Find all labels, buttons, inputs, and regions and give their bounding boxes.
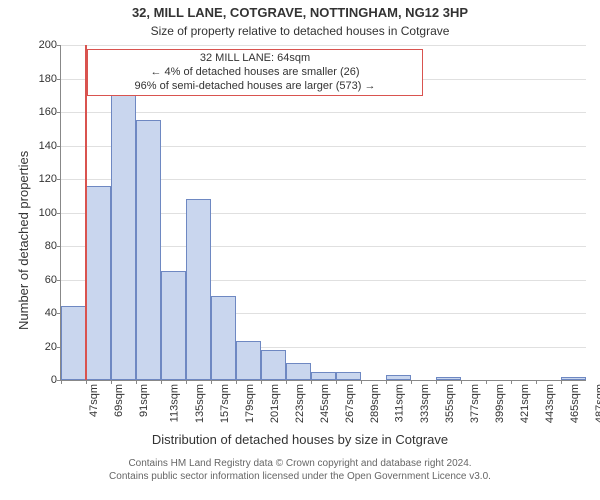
- x-tick-label: 267sqm: [344, 384, 356, 423]
- x-tick-mark: [336, 380, 337, 384]
- footer-line-2: Contains public sector information licen…: [109, 471, 491, 482]
- x-tick-label: 487sqm: [594, 384, 600, 423]
- y-tick-mark: [57, 179, 61, 180]
- histogram-bar: [86, 186, 111, 380]
- y-axis-label: Number of detached properties: [16, 151, 31, 330]
- y-tick-label: 60: [45, 274, 57, 286]
- histogram-bar: [561, 377, 586, 380]
- annotation-line-2: ← 4% of detached houses are smaller (26): [92, 66, 418, 80]
- x-tick-label: 245sqm: [319, 384, 331, 423]
- y-tick-label: 40: [45, 307, 57, 319]
- chart-footer: Contains HM Land Registry data © Crown c…: [0, 458, 600, 483]
- x-tick-mark: [361, 380, 362, 384]
- y-tick-mark: [57, 213, 61, 214]
- x-tick-mark: [386, 380, 387, 384]
- histogram-bar: [136, 120, 161, 380]
- histogram-bar: [211, 296, 236, 380]
- x-tick-mark: [436, 380, 437, 384]
- x-tick-mark: [536, 380, 537, 384]
- x-tick-mark: [486, 380, 487, 384]
- annotation-line-1: 32 MILL LANE: 64sqm: [92, 52, 418, 66]
- histogram-bar: [436, 377, 461, 380]
- x-tick-mark: [136, 380, 137, 384]
- x-tick-label: 421sqm: [519, 384, 531, 423]
- y-tick-label: 160: [39, 106, 57, 118]
- x-tick-label: 289sqm: [369, 384, 381, 423]
- plot-area: 02040608010012014016018020047sqm69sqm91s…: [60, 45, 586, 381]
- histogram-bar: [311, 372, 336, 380]
- y-tick-label: 20: [45, 341, 57, 353]
- y-tick-label: 200: [39, 39, 57, 51]
- histogram-bar: [111, 95, 136, 380]
- y-tick-label: 0: [51, 374, 57, 386]
- x-tick-label: 179sqm: [244, 384, 256, 423]
- x-tick-mark: [111, 380, 112, 384]
- x-tick-mark: [86, 380, 87, 384]
- y-tick-mark: [57, 146, 61, 147]
- x-tick-mark: [61, 380, 62, 384]
- x-tick-mark: [461, 380, 462, 384]
- x-tick-label: 47sqm: [88, 384, 100, 417]
- x-tick-label: 399sqm: [494, 384, 506, 423]
- histogram-bar: [236, 341, 261, 380]
- y-tick-label: 80: [45, 240, 57, 252]
- x-tick-label: 113sqm: [168, 384, 180, 422]
- x-tick-label: 201sqm: [269, 384, 281, 423]
- y-tick-mark: [57, 280, 61, 281]
- y-tick-mark: [57, 112, 61, 113]
- y-tick-label: 180: [39, 73, 57, 85]
- x-tick-label: 333sqm: [419, 384, 431, 423]
- x-tick-label: 377sqm: [469, 384, 481, 423]
- x-tick-mark: [411, 380, 412, 384]
- chart-container: 32, MILL LANE, COTGRAVE, NOTTINGHAM, NG1…: [0, 0, 600, 500]
- x-axis-label: Distribution of detached houses by size …: [0, 432, 600, 447]
- x-tick-label: 311sqm: [393, 384, 405, 422]
- x-tick-mark: [511, 380, 512, 384]
- x-tick-mark: [211, 380, 212, 384]
- chart-title: 32, MILL LANE, COTGRAVE, NOTTINGHAM, NG1…: [0, 5, 600, 20]
- x-tick-mark: [561, 380, 562, 384]
- x-tick-mark: [311, 380, 312, 384]
- x-tick-label: 69sqm: [113, 384, 125, 417]
- gridline: [61, 45, 586, 46]
- x-tick-mark: [161, 380, 162, 384]
- x-tick-mark: [186, 380, 187, 384]
- x-tick-label: 91sqm: [138, 384, 150, 417]
- x-tick-label: 135sqm: [194, 384, 206, 423]
- y-tick-label: 100: [39, 207, 57, 219]
- annotation-box: 32 MILL LANE: 64sqm← 4% of detached hous…: [87, 49, 423, 96]
- x-tick-mark: [286, 380, 287, 384]
- gridline: [61, 112, 586, 113]
- histogram-bar: [161, 271, 186, 380]
- x-tick-label: 443sqm: [544, 384, 556, 423]
- histogram-bar: [336, 372, 361, 380]
- x-tick-mark: [261, 380, 262, 384]
- histogram-bar: [286, 363, 311, 380]
- x-tick-label: 157sqm: [219, 384, 231, 423]
- y-tick-mark: [57, 79, 61, 80]
- x-tick-label: 465sqm: [569, 384, 581, 423]
- x-tick-label: 223sqm: [294, 384, 306, 423]
- histogram-bar: [61, 306, 86, 380]
- histogram-bar: [186, 199, 211, 380]
- y-tick-label: 140: [39, 140, 57, 152]
- y-tick-mark: [57, 45, 61, 46]
- histogram-bar: [261, 350, 286, 380]
- y-tick-mark: [57, 246, 61, 247]
- x-tick-mark: [236, 380, 237, 384]
- annotation-line-3: 96% of semi-detached houses are larger (…: [92, 80, 418, 94]
- chart-subtitle: Size of property relative to detached ho…: [0, 24, 600, 38]
- histogram-bar: [386, 375, 411, 380]
- footer-line-1: Contains HM Land Registry data © Crown c…: [128, 458, 471, 469]
- y-tick-label: 120: [39, 173, 57, 185]
- x-tick-label: 355sqm: [444, 384, 456, 423]
